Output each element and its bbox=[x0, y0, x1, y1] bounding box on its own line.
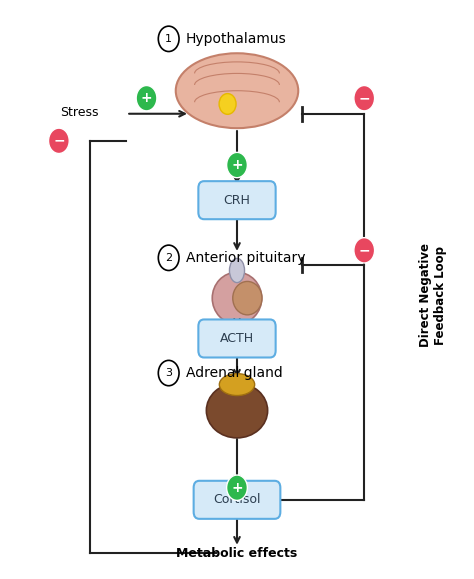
Ellipse shape bbox=[206, 383, 268, 438]
Circle shape bbox=[354, 237, 374, 263]
Text: +: + bbox=[231, 481, 243, 494]
Circle shape bbox=[219, 94, 236, 114]
Text: Metabolic effects: Metabolic effects bbox=[176, 547, 298, 560]
Ellipse shape bbox=[176, 53, 298, 128]
Ellipse shape bbox=[229, 258, 245, 283]
FancyBboxPatch shape bbox=[198, 181, 276, 219]
Text: Adrenal gland: Adrenal gland bbox=[186, 366, 283, 380]
Ellipse shape bbox=[212, 272, 262, 324]
Circle shape bbox=[227, 475, 247, 500]
Text: 1: 1 bbox=[165, 34, 172, 44]
Text: 3: 3 bbox=[165, 368, 172, 378]
Text: ACTH: ACTH bbox=[220, 332, 254, 345]
Circle shape bbox=[48, 128, 69, 153]
Text: −: − bbox=[358, 91, 370, 105]
Text: +: + bbox=[231, 158, 243, 172]
Text: Hypothalamus: Hypothalamus bbox=[186, 32, 287, 46]
Circle shape bbox=[158, 26, 179, 52]
Text: Anterior pituitary: Anterior pituitary bbox=[186, 251, 306, 265]
Text: +: + bbox=[141, 91, 152, 105]
Text: 2: 2 bbox=[165, 253, 172, 263]
Ellipse shape bbox=[219, 373, 255, 395]
Circle shape bbox=[158, 245, 179, 270]
FancyBboxPatch shape bbox=[194, 481, 280, 519]
Circle shape bbox=[136, 86, 157, 111]
Circle shape bbox=[354, 86, 374, 111]
Text: CRH: CRH bbox=[224, 194, 250, 207]
Text: Direct Negative
Feedback Loop: Direct Negative Feedback Loop bbox=[419, 243, 447, 347]
Text: Cortisol: Cortisol bbox=[213, 493, 261, 506]
Circle shape bbox=[158, 360, 179, 386]
Text: −: − bbox=[358, 243, 370, 257]
Text: −: − bbox=[53, 134, 64, 148]
Circle shape bbox=[227, 152, 247, 178]
Text: Stress: Stress bbox=[60, 105, 99, 119]
Ellipse shape bbox=[233, 281, 262, 315]
FancyBboxPatch shape bbox=[198, 320, 276, 357]
